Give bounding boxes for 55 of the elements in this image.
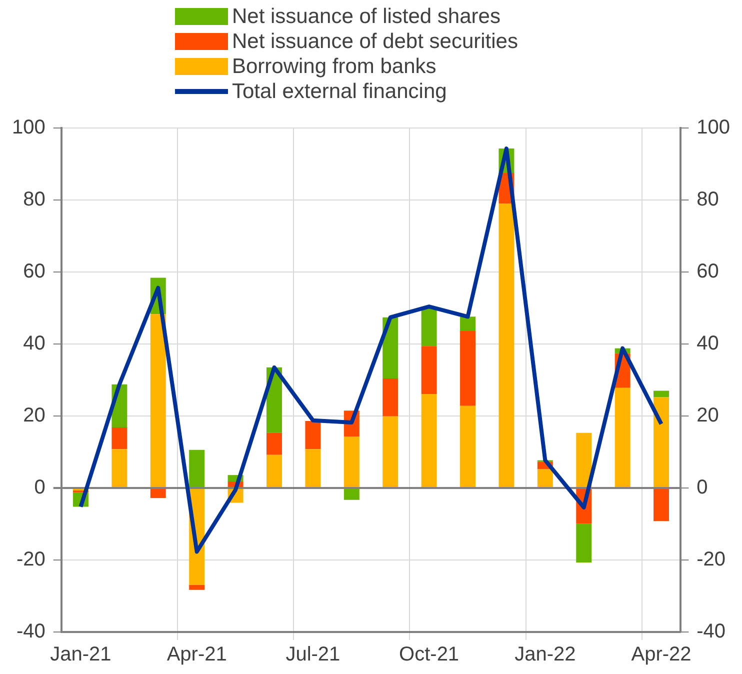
y-tick-label: 100 xyxy=(12,116,46,139)
bar xyxy=(344,489,360,500)
legend-label: Net issuance of listed shares xyxy=(232,4,500,29)
bar xyxy=(460,316,476,332)
bar xyxy=(537,469,553,487)
x-tick-label: Apr-21 xyxy=(166,644,227,666)
bar xyxy=(150,314,166,487)
y2-tick-label: 0 xyxy=(696,476,708,499)
y-tick-label: 0 xyxy=(34,476,46,499)
bar xyxy=(189,450,205,487)
bar xyxy=(654,489,670,522)
bar xyxy=(266,432,282,455)
bar xyxy=(421,346,437,394)
y-tick-label: -40 xyxy=(16,620,46,643)
x-tick-label: Oct-21 xyxy=(399,644,460,666)
y2-tick-label: 20 xyxy=(696,404,719,427)
y2-tick-label: -20 xyxy=(696,548,726,571)
bar xyxy=(498,204,514,487)
bar xyxy=(382,317,398,379)
y-tick-label: 60 xyxy=(23,260,46,283)
bar xyxy=(654,397,670,487)
bar xyxy=(460,331,476,406)
x-tick-label: Apr-22 xyxy=(631,644,692,666)
bar xyxy=(266,454,282,487)
y-tick-label: 80 xyxy=(23,188,46,211)
y-tick-label: 20 xyxy=(23,404,46,427)
legend-label: Borrowing from banks xyxy=(232,54,436,79)
bar xyxy=(305,421,321,450)
y2-tick-label: 60 xyxy=(696,260,719,283)
bar xyxy=(576,524,592,563)
bar xyxy=(382,416,398,487)
y-tick-label: 40 xyxy=(23,332,46,355)
bar xyxy=(614,388,630,487)
bar xyxy=(112,428,128,450)
bar xyxy=(189,584,205,590)
legend-label: Net issuance of debt securities xyxy=(232,29,518,54)
y2-tick-label: 40 xyxy=(696,332,719,355)
bar xyxy=(382,378,398,416)
bar xyxy=(576,432,592,487)
x-tick-label: Jul-21 xyxy=(286,644,340,666)
bar xyxy=(654,390,670,398)
y2-tick-label: -40 xyxy=(696,620,726,643)
x-tick-label: Jan-21 xyxy=(50,644,112,666)
legend-label: Total external financing xyxy=(232,79,447,104)
bar xyxy=(421,394,437,487)
y-tick-label: -20 xyxy=(16,548,46,571)
bar xyxy=(460,406,476,487)
bar xyxy=(150,489,166,498)
bar xyxy=(421,306,437,346)
x-tick-label: Jan-22 xyxy=(514,644,576,666)
y2-tick-label: 80 xyxy=(696,188,719,211)
bar xyxy=(112,449,128,487)
bar xyxy=(305,449,321,487)
bar xyxy=(344,436,360,487)
y2-tick-label: 100 xyxy=(696,116,730,139)
